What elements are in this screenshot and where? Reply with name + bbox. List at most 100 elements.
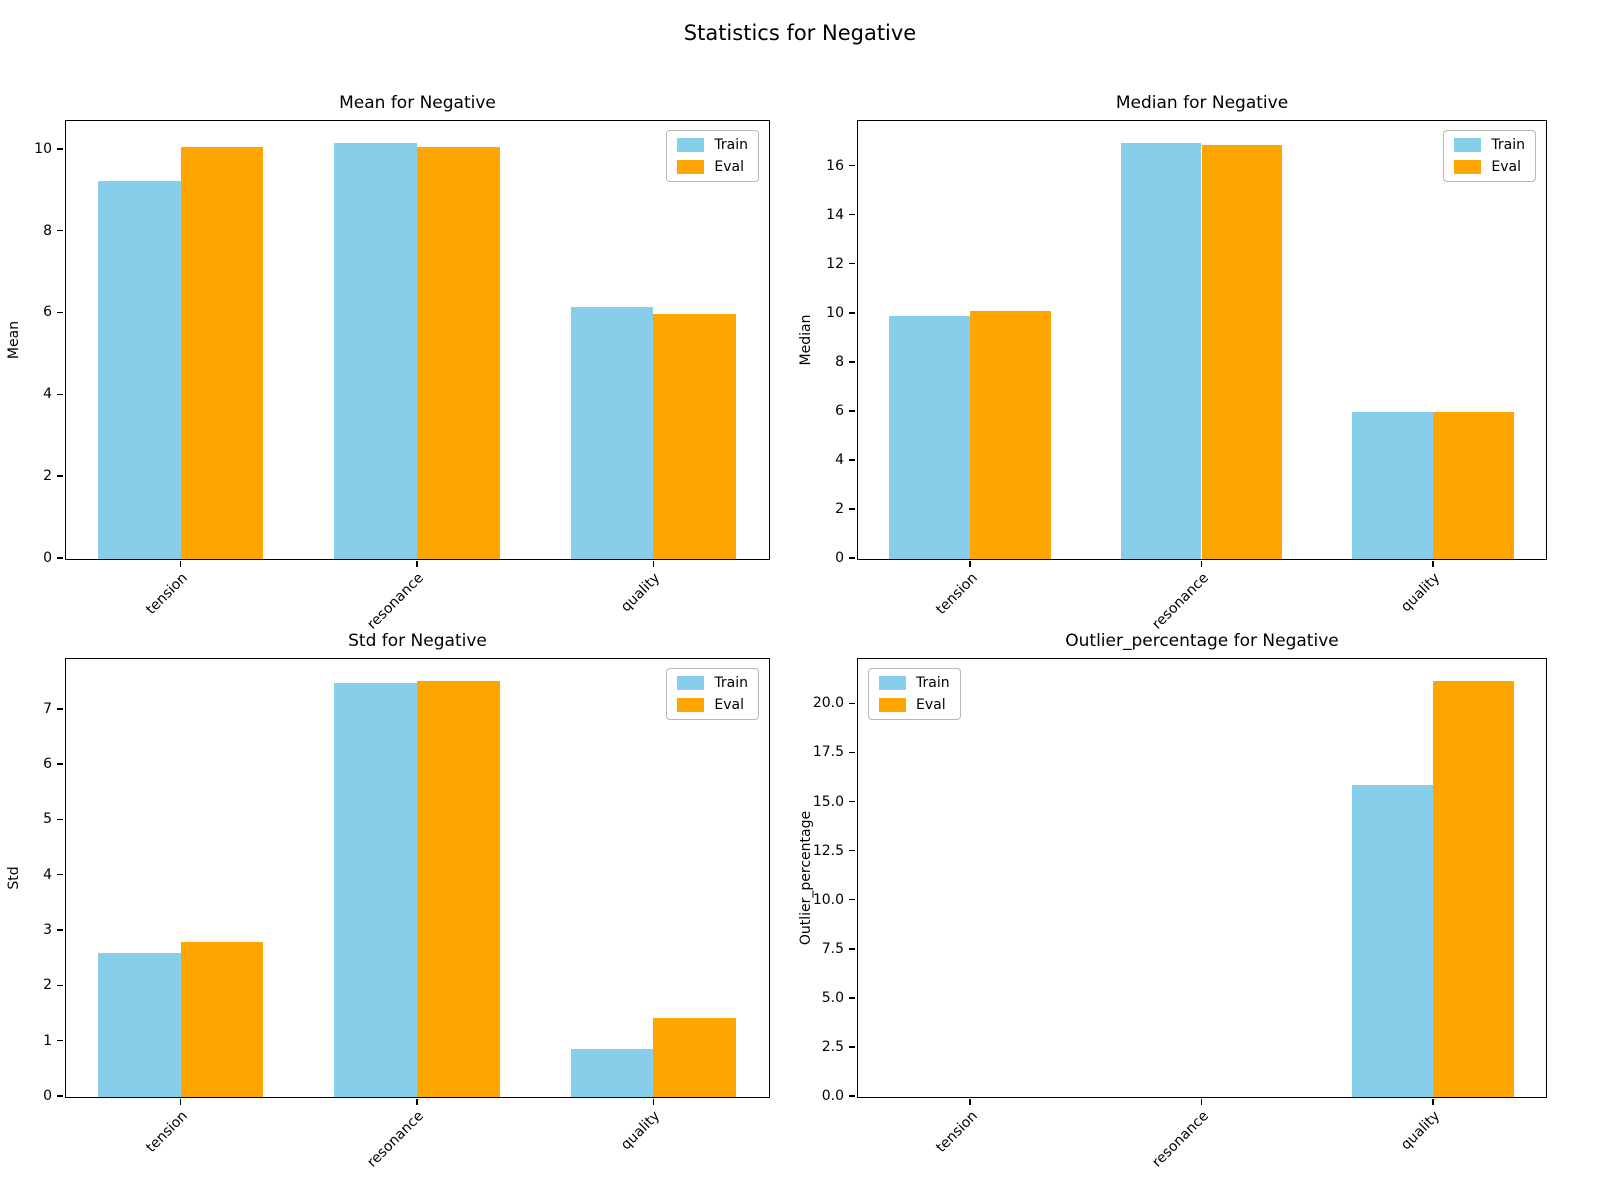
bar-eval-tension	[180, 942, 264, 1097]
y-tick-label: 5	[43, 811, 52, 828]
y-tick	[849, 1046, 855, 1048]
y-tick	[57, 984, 63, 987]
y-tick-label: 10.0	[812, 891, 844, 908]
y-tick	[849, 702, 855, 705]
y-tick	[57, 557, 63, 559]
legend: Train Eval	[868, 668, 961, 720]
chart-title-std: Std for Negative	[348, 631, 487, 651]
x-tick-label-tension: tension	[932, 1108, 981, 1156]
x-tick-label-quality: quality	[1397, 570, 1444, 616]
x-tick-label-quality: quality	[1397, 1108, 1444, 1154]
y-tick-label: 12.5	[812, 842, 844, 859]
y-tick	[849, 262, 855, 265]
y-axis-label: Std	[6, 865, 22, 890]
legend-swatch-train	[1454, 138, 1482, 152]
bar-train-resonance	[334, 682, 417, 1097]
y-tick	[57, 763, 63, 765]
legend-swatch-train	[677, 676, 705, 690]
x-tick-label-quality: quality	[618, 1108, 664, 1154]
y-tick	[57, 475, 63, 477]
y-tick	[849, 312, 855, 314]
legend-item-eval: Eval	[677, 698, 748, 712]
y-tick-label: 2	[43, 468, 52, 485]
y-tick	[849, 557, 855, 559]
y-tick-label: 15.0	[812, 793, 844, 810]
y-tick-label: 6	[43, 756, 52, 773]
legend-swatch-train	[677, 138, 705, 152]
legend: Train Eval	[666, 668, 759, 720]
bar-eval-resonance	[1201, 145, 1283, 559]
y-tick	[849, 508, 855, 510]
y-tick-label: 4	[43, 866, 52, 883]
bar-eval-quality	[1432, 411, 1514, 559]
y-axis-label: Median	[798, 314, 814, 365]
y-tick-label: 16	[826, 157, 844, 174]
legend-swatch-eval	[677, 698, 705, 712]
bar-eval-quality	[653, 314, 737, 559]
y-tick	[849, 410, 855, 412]
y-tick-label: 10	[34, 140, 52, 157]
y-tick	[57, 393, 63, 396]
legend-label-train: Train	[1491, 137, 1525, 153]
y-tick-label: 10	[826, 304, 844, 321]
y-tick-label: 20.0	[812, 695, 844, 712]
y-tick-label: 17.5	[812, 744, 844, 761]
y-tick-label: 5.0	[821, 989, 844, 1006]
y-axis-label: Outlier_percentage	[798, 810, 814, 945]
y-tick-label: 4	[43, 386, 52, 403]
x-tick	[652, 1099, 655, 1105]
legend-label-train: Train	[916, 675, 950, 691]
y-tick-label: 12	[826, 255, 844, 272]
y-tick-label: 6	[835, 402, 844, 419]
bar-eval-resonance	[417, 146, 500, 559]
y-tick-label: 8	[835, 353, 844, 370]
y-tick	[849, 849, 855, 852]
y-tick	[849, 213, 855, 216]
x-tick-label-resonance: resonance	[1149, 1108, 1212, 1171]
figure-suptitle: Statistics for Negative	[683, 21, 917, 45]
chart-title-outlier-percentage: Outlier_percentage for Negative	[1065, 631, 1339, 651]
y-tick	[849, 1095, 855, 1097]
y-tick-label: 2	[835, 500, 844, 517]
x-tick	[1200, 561, 1203, 567]
y-tick-label: 6	[43, 304, 52, 321]
bar-eval-quality	[653, 1018, 737, 1097]
legend-item-eval: Eval	[1454, 160, 1525, 174]
bar-eval-tension	[180, 147, 264, 559]
x-tick	[1432, 1099, 1434, 1105]
y-tick-label: 2.5	[821, 1038, 844, 1055]
y-tick	[849, 459, 855, 461]
y-tick	[849, 361, 855, 363]
y-axis-label: Mean	[6, 320, 22, 359]
bar-eval-resonance	[417, 681, 500, 1097]
y-tick	[849, 800, 855, 803]
y-tick	[849, 898, 855, 901]
y-tick	[57, 311, 63, 314]
subplot-std: Std for Negative 0 1 2 3 4 5 6 7 Std tension resona…	[0, 618, 800, 1178]
legend-item-eval: Eval	[677, 160, 748, 174]
x-tick	[179, 561, 182, 567]
y-tick-label: 7.5	[821, 940, 844, 957]
bar-eval-quality	[1432, 680, 1514, 1097]
y-tick	[57, 1095, 63, 1097]
axes-outlier-percentage: 0.0 2.5 5.0 7.5 10.0 12.5 15.0 17.5 20.0 Outlier_…	[798, 658, 1547, 1171]
y-tick	[849, 751, 855, 754]
legend: Train Eval	[1443, 130, 1536, 182]
subplot-outlier-percentage: Outlier_percentage for Negative 0.0 2.5 5.0…	[798, 618, 1600, 1178]
legend: Train Eval	[666, 130, 759, 182]
legend-item-eval: Eval	[879, 698, 950, 712]
y-tick	[57, 929, 63, 931]
y-tick-label: 1	[43, 1032, 52, 1049]
y-tick	[57, 148, 63, 150]
legend-swatch-eval	[1454, 160, 1482, 174]
x-tick	[652, 561, 655, 567]
y-tick-label: 0	[835, 550, 844, 566]
y-tick-label: 3	[43, 922, 52, 939]
axes-median: 0 2 4 6 8 10 12 14 16 Median tension resonance quali…	[798, 120, 1547, 633]
bar-train-tension	[97, 953, 181, 1097]
y-tick-label: 0.0	[821, 1088, 844, 1104]
x-tick-label-tension: tension	[143, 570, 191, 618]
bar-train-quality	[570, 1048, 654, 1097]
y-tick	[849, 164, 855, 167]
y-tick-label: 0	[43, 550, 52, 566]
